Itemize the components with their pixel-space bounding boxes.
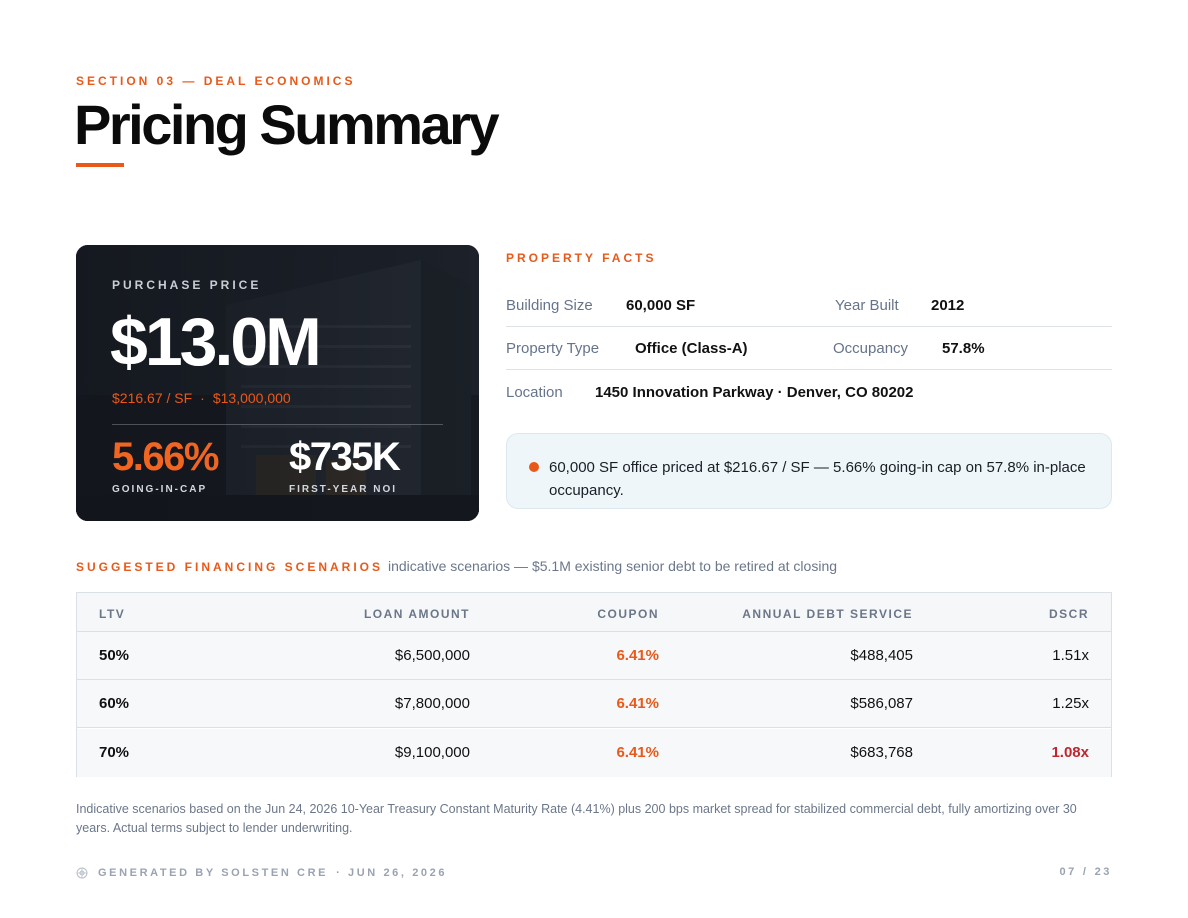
cell-loan-amount: $9,100,000 [394, 744, 470, 761]
page-title: Pricing Summary [74, 93, 500, 156]
going-in-cap-value: 5.66% [112, 435, 219, 479]
facts-row-3: Location 1450 Innovation Parkway · Denve… [506, 371, 1112, 414]
col-dscr: DSCR [1048, 607, 1089, 621]
hero-divider [112, 424, 443, 425]
cell-loan-amount: $6,500,000 [394, 647, 470, 664]
cell-coupon: 6.41% [616, 647, 659, 664]
facts-row-1: Building Size 60,000 SF Year Built 2012 [506, 284, 1112, 327]
financing-title: SUGGESTED FINANCING SCENARIOS [76, 560, 384, 574]
price-separator: · [200, 390, 205, 406]
total-pages: 23 [1094, 866, 1112, 878]
col-loan-amount: LOAN AMOUNT [363, 607, 470, 621]
photo-overlay [76, 245, 479, 521]
col-ltv: LTV [99, 607, 126, 621]
price-details: $216.67 / SF · $13,000,000 [112, 390, 291, 406]
year-built-value: 2012 [931, 296, 965, 314]
purchase-price-label: PURCHASE PRICE [112, 278, 262, 292]
pricing-callout: 60,000 SF office priced at $216.67 / SF … [506, 433, 1112, 509]
bullet-icon [529, 462, 539, 472]
cell-annual-debt-service: $586,087 [850, 695, 913, 712]
cell-annual-debt-service: $683,768 [850, 744, 913, 761]
section-eyebrow: SECTION 03 — DEAL ECONOMICS [76, 74, 356, 88]
table-row: 50% $6,500,000 6.41% $488,405 1.51x [77, 632, 1111, 680]
property-type-label: Property Type [506, 339, 600, 357]
location-label: Location [506, 384, 563, 401]
financing-table: LTV LOAN AMOUNT COUPON ANNUAL DEBT SERVI… [76, 592, 1112, 777]
building-size-value: 60,000 SF [626, 296, 696, 314]
cell-ltv: 50% [99, 647, 130, 664]
first-year-noi-value: $735K [289, 435, 401, 479]
purchase-price-card: PURCHASE PRICE $13.0M $216.67 / SF · $13,0… [76, 245, 479, 521]
property-facts-title: PROPERTY FACTS [506, 251, 657, 265]
table-row: 70% $9,100,000 6.41% $683,768 1.08x [77, 729, 1111, 777]
col-annual-debt-service: ANNUAL DEBT SERVICE [742, 607, 913, 621]
cell-annual-debt-service: $488,405 [850, 647, 913, 664]
table-header: LTV LOAN AMOUNT COUPON ANNUAL DEBT SERVI… [77, 593, 1111, 632]
building-size-label: Building Size [506, 296, 593, 314]
current-page: 07 [1059, 866, 1077, 878]
location-value: 1450 Innovation Parkway · Denver, CO 802… [595, 384, 914, 401]
facts-row-2: Property Type Office (Class-A) Occupancy… [506, 327, 1112, 370]
year-built-label: Year Built [835, 296, 899, 314]
cell-dscr: 1.25x [1052, 695, 1089, 712]
full-price: $13,000,000 [212, 390, 291, 406]
property-type-value: Office (Class-A) [635, 339, 748, 357]
cell-dscr-warning: 1.08x [1051, 744, 1089, 761]
cell-coupon: 6.41% [616, 695, 659, 712]
generated-date: · JUN 26, 2026 [336, 867, 448, 879]
cell-ltv: 60% [99, 695, 130, 712]
occupancy-label: Occupancy [833, 339, 909, 357]
solsten-logo-icon [76, 867, 88, 879]
going-in-cap-label: GOING-IN-CAP [112, 484, 208, 495]
page-separator: / [1082, 866, 1089, 878]
first-year-noi-metric: $735K FIRST-YEAR NOI [289, 435, 401, 495]
occupancy-value: 57.8% [942, 339, 985, 357]
callout-text: 60,000 SF office priced at $216.67 / SF … [549, 459, 1086, 499]
footnote: Indicative scenarios based on the Jun 24… [76, 802, 1077, 835]
first-year-noi-label: FIRST-YEAR NOI [289, 484, 398, 495]
financing-note: indicative scenarios — $5.1M existing se… [388, 558, 838, 574]
table-row: 60% $7,800,000 6.41% $586,087 1.25x [77, 680, 1111, 728]
title-underline [76, 163, 124, 167]
footer-credit: GENERATED BY SOLSTEN CRE · JUN 26, 2026 [76, 867, 447, 879]
col-coupon: COUPON [597, 607, 659, 621]
cell-ltv: 70% [99, 744, 130, 761]
price-per-sf: $216.67 / SF [112, 390, 193, 406]
generated-by: GENERATED BY SOLSTEN CRE [98, 867, 329, 879]
cell-loan-amount: $7,800,000 [394, 695, 470, 712]
cell-coupon: 6.41% [616, 744, 659, 761]
going-in-cap-metric: 5.66% GOING-IN-CAP [112, 435, 219, 495]
page-number: 07 / 23 [1059, 866, 1112, 878]
purchase-price-value: $13.0M [110, 304, 322, 380]
cell-dscr: 1.51x [1052, 647, 1089, 664]
